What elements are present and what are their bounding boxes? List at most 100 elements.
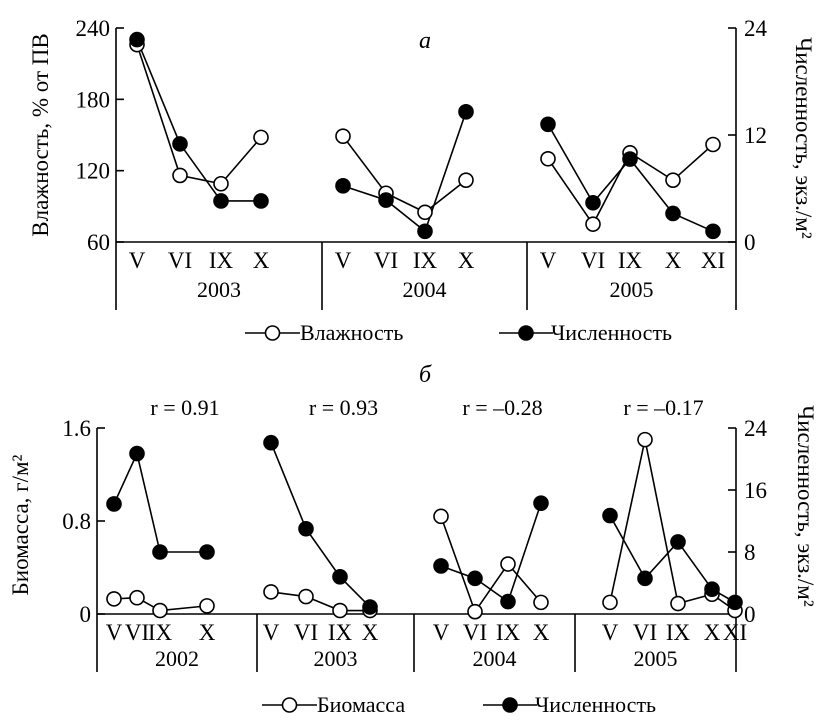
b-point-biomass <box>433 508 449 525</box>
a-point-abundance <box>378 192 394 208</box>
a-month-label: V <box>335 248 352 273</box>
a-point-moisture <box>213 175 229 192</box>
b-month-label: IX <box>666 620 691 645</box>
b-right-tick-label: 0 <box>744 602 756 627</box>
a-right-tick-label: 12 <box>744 123 767 148</box>
a-month-label: VI <box>168 248 192 273</box>
b-series-line-abundance <box>270 442 371 608</box>
b-point-biomass <box>533 594 549 611</box>
a-month-label: X <box>253 248 270 273</box>
a-panel-letter: а <box>419 28 431 54</box>
a-right-axis-label: Численность, экз./м² <box>791 37 816 239</box>
b-r-label: r = 0.93 <box>309 395 378 420</box>
b-point-abundance <box>704 581 720 598</box>
a-left-axis-label: Влажность, % от ПВ <box>28 33 53 236</box>
a-series-line-moisture <box>342 135 467 214</box>
b-point-abundance <box>533 495 549 511</box>
a-left-tick-label: 60 <box>87 230 110 255</box>
a-point-abundance <box>129 31 145 48</box>
a-series-line-abundance <box>342 111 467 233</box>
b-left-tick-label: 1.6 <box>62 416 91 441</box>
b-month-label: VI <box>125 620 149 645</box>
b-month-label: VI <box>633 620 657 645</box>
b-point-biomass <box>467 603 483 620</box>
b-point-abundance <box>727 594 743 611</box>
a-series-line-moisture <box>136 44 262 185</box>
b-point-abundance <box>152 544 168 560</box>
a-year-label: 2005 <box>610 277 654 302</box>
b-point-biomass <box>602 594 618 611</box>
b-point-biomass <box>500 556 516 572</box>
a-point-moisture <box>540 150 556 167</box>
b-right-tick-label: 16 <box>744 478 767 503</box>
b-point-biomass <box>298 588 314 605</box>
a-point-moisture <box>458 172 474 188</box>
a-point-moisture <box>417 204 433 221</box>
b-point-abundance <box>129 445 145 462</box>
b-point-biomass <box>637 431 653 448</box>
b-legend-label: Биомасса <box>317 692 405 717</box>
b-r-label: r = –0.28 <box>462 395 542 420</box>
b-month-label: XI <box>723 620 747 645</box>
b-point-abundance <box>500 593 516 610</box>
b-point-abundance <box>433 558 449 574</box>
a-legend-label: Влажность <box>300 320 403 345</box>
a-month-label: IX <box>413 248 438 273</box>
a-point-moisture <box>253 129 269 146</box>
a-series-line-abundance <box>547 123 714 233</box>
a-point-abundance <box>705 223 721 240</box>
a-point-abundance <box>335 178 351 194</box>
b-point-biomass <box>263 584 279 600</box>
a-month-label: X <box>665 248 682 273</box>
b-year-label: 2002 <box>155 646 199 671</box>
b-series-line-abundance <box>113 451 207 553</box>
a-point-abundance <box>172 136 188 152</box>
b-panel-letter: б <box>419 362 432 388</box>
a-point-abundance <box>622 151 638 167</box>
a-right-tick-label: 0 <box>744 230 756 255</box>
a-legend-label: Численность <box>551 320 672 345</box>
a-left-tick-label: 180 <box>76 87 111 112</box>
a-month-label: V <box>540 248 557 273</box>
a-point-abundance <box>417 223 433 240</box>
a-month-label: IX <box>618 248 643 273</box>
b-month-label: IX <box>148 620 173 645</box>
b-year-label: 2003 <box>314 646 358 671</box>
b-year-label: 2004 <box>473 646 517 671</box>
b-left-tick-label: 0.8 <box>62 509 91 534</box>
b-point-abundance <box>362 599 378 615</box>
b-month-label: X <box>199 620 216 645</box>
b-month-label: V <box>263 620 280 645</box>
b-series-line-biomass <box>270 591 370 612</box>
b-point-abundance <box>332 568 348 585</box>
b-month-label: X <box>533 620 550 645</box>
a-point-moisture <box>335 128 351 144</box>
b-month-label: VI <box>294 620 318 645</box>
a-month-label: VI <box>374 248 398 273</box>
b-point-abundance <box>637 570 653 587</box>
b-month-label: V <box>602 620 619 645</box>
b-month-label: IX <box>328 620 353 645</box>
b-point-abundance <box>670 534 686 550</box>
b-point-biomass <box>332 602 348 619</box>
a-left-tick-label: 240 <box>76 16 111 41</box>
b-left-axis-label: Биомасса, г/м² <box>8 454 33 595</box>
b-point-abundance <box>263 434 279 451</box>
b-year-label: 2005 <box>634 646 678 671</box>
b-r-label: r = –0.17 <box>623 395 703 420</box>
b-right-axis-label: Численность, экз./м² <box>793 405 818 607</box>
b-series-line-biomass <box>440 516 542 614</box>
b-series-line-abundance <box>440 502 542 603</box>
a-year-label: 2003 <box>197 277 241 302</box>
b-right-tick-label: 8 <box>744 540 756 565</box>
b-point-abundance <box>602 507 618 524</box>
b-point-abundance <box>467 570 483 587</box>
b-month-label: V <box>433 620 450 645</box>
a-point-abundance <box>458 104 474 120</box>
a-point-moisture <box>665 172 681 188</box>
a-point-moisture <box>705 136 721 153</box>
b-point-abundance <box>298 520 314 537</box>
a-month-label: XI <box>701 248 725 273</box>
a-month-label: V <box>129 248 146 273</box>
a-month-label: IX <box>209 248 234 273</box>
